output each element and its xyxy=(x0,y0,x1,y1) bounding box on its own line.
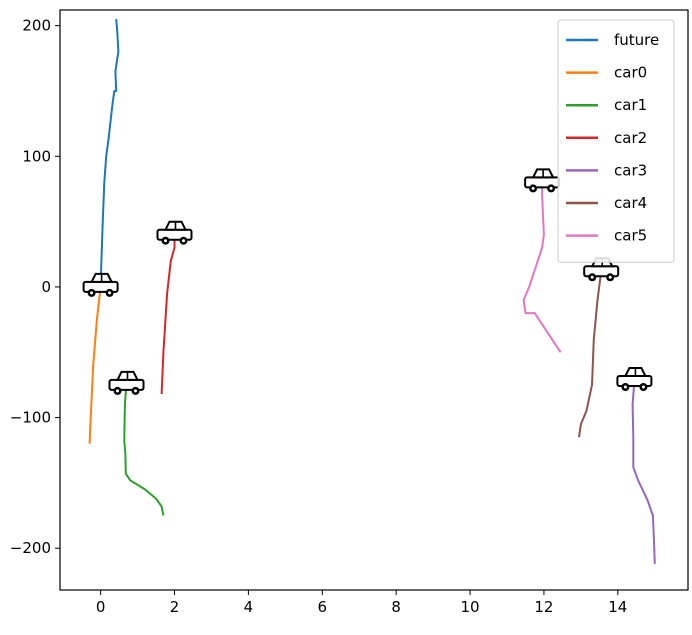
series-layer xyxy=(88,19,656,564)
plot-border xyxy=(59,9,689,591)
y-tick-label: 0 xyxy=(41,278,51,296)
y-tick-label: 200 xyxy=(22,17,51,35)
x-tick-label: 0 xyxy=(96,598,106,616)
legend-label: car0 xyxy=(614,64,647,82)
x-tick-label: 14 xyxy=(608,598,627,616)
series-line-car0 xyxy=(88,286,102,444)
legend-box xyxy=(557,19,675,263)
series-line-car3 xyxy=(631,380,656,564)
tick-layer: 0 2 4 6 8 10 12 14 −200 −100 0 100 200 xyxy=(10,17,628,616)
x-tick-label: 6 xyxy=(318,598,328,616)
x-tick-label: 8 xyxy=(391,598,401,616)
y-tick-label: −100 xyxy=(10,409,51,427)
legend: future car0 car1 car2 car3 car4 car5 xyxy=(557,19,675,263)
y-tick-label: 100 xyxy=(22,147,51,165)
legend-label: car2 xyxy=(614,129,647,147)
series-line-car1 xyxy=(123,384,165,516)
legend-label: car5 xyxy=(614,227,647,245)
x-tick-label: 10 xyxy=(461,598,480,616)
x-tick-label: 4 xyxy=(244,598,254,616)
plot-frame xyxy=(59,9,689,591)
legend-label: car1 xyxy=(614,96,647,114)
y-tick-label: −200 xyxy=(10,539,51,557)
legend-label: car3 xyxy=(614,161,647,179)
series-line-future xyxy=(99,19,120,287)
series-line-car5 xyxy=(522,182,562,353)
series-line-car2 xyxy=(160,234,176,395)
x-tick-label: 12 xyxy=(534,598,553,616)
legend-label: future xyxy=(614,31,659,49)
legend-label: car4 xyxy=(614,194,647,212)
series-line-car4 xyxy=(578,271,603,438)
x-tick-label: 2 xyxy=(170,598,180,616)
